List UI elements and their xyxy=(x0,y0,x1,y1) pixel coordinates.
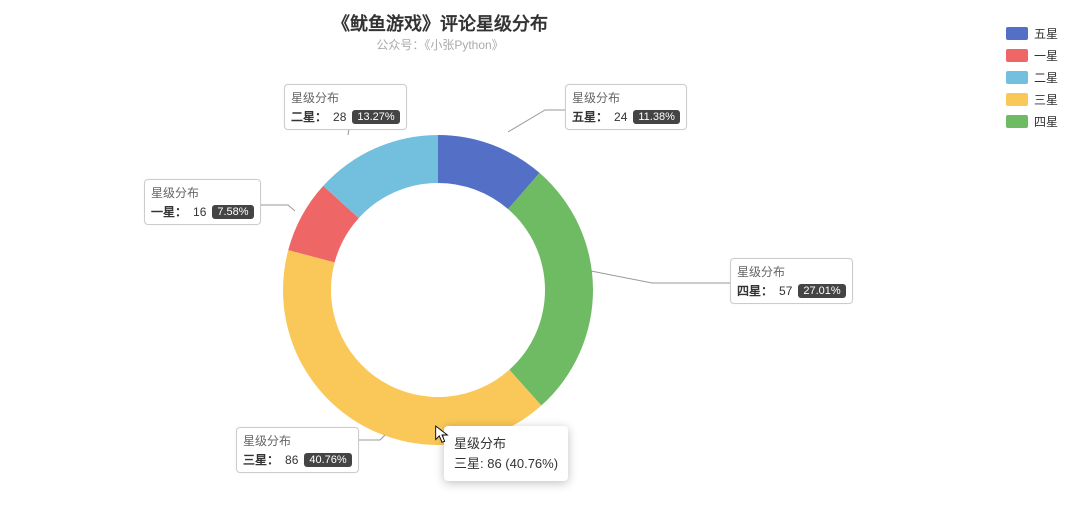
legend-item-two[interactable]: 二星 xyxy=(1006,68,1058,86)
callout-header-one: 星级分布 xyxy=(151,184,254,201)
legend-label-three: 三星 xyxy=(1034,91,1058,108)
callout-percent-four: 27.01% xyxy=(798,284,845,298)
chart-legend: 五星一星二星三星四星 xyxy=(1006,24,1058,134)
tooltip-header: 星级分布 xyxy=(454,434,558,454)
callout-value-three: 86 xyxy=(285,453,298,467)
tooltip-detail: 三星: 86 (40.76%) xyxy=(454,454,558,474)
callout-percent-one: 7.58% xyxy=(212,205,253,219)
legend-swatch-four xyxy=(1006,115,1028,128)
callout-value-four: 57 xyxy=(779,284,792,298)
callout-header-five: 星级分布 xyxy=(572,89,680,106)
legend-item-five[interactable]: 五星 xyxy=(1006,24,1058,42)
callout-two: 星级分布二星： 28 13.27% xyxy=(284,84,407,130)
legend-swatch-five xyxy=(1006,27,1028,40)
donut-slice-four[interactable] xyxy=(508,173,593,406)
donut-slice-three[interactable] xyxy=(283,250,541,445)
legend-item-three[interactable]: 三星 xyxy=(1006,90,1058,108)
legend-swatch-three xyxy=(1006,93,1028,106)
callout-percent-three: 40.76% xyxy=(304,453,351,467)
callout-value-five: 24 xyxy=(614,110,627,124)
callout-label-two: 二星： xyxy=(291,108,327,125)
callout-one: 星级分布一星： 16 7.58% xyxy=(144,179,261,225)
callout-label-five: 五星： xyxy=(572,108,608,125)
leader-four xyxy=(591,271,730,283)
legend-label-five: 五星 xyxy=(1034,25,1058,42)
callout-label-four: 四星： xyxy=(737,282,773,299)
callout-four: 星级分布四星： 57 27.01% xyxy=(730,258,853,304)
legend-item-four[interactable]: 四星 xyxy=(1006,112,1058,130)
callout-percent-two: 13.27% xyxy=(352,110,399,124)
legend-label-one: 一星 xyxy=(1034,47,1058,64)
callout-value-two: 28 xyxy=(333,110,346,124)
callout-label-three: 三星： xyxy=(243,451,279,468)
callout-five: 星级分布五星： 24 11.38% xyxy=(565,84,687,130)
callout-header-four: 星级分布 xyxy=(737,263,846,280)
callout-label-one: 一星： xyxy=(151,203,187,220)
legend-item-one[interactable]: 一星 xyxy=(1006,46,1058,64)
legend-label-four: 四星 xyxy=(1034,113,1058,130)
callout-header-two: 星级分布 xyxy=(291,89,400,106)
chart-tooltip: 星级分布 三星: 86 (40.76%) xyxy=(444,426,568,481)
callout-header-three: 星级分布 xyxy=(243,432,352,449)
legend-label-two: 二星 xyxy=(1034,69,1058,86)
callout-percent-five: 11.38% xyxy=(633,110,680,124)
callout-three: 星级分布三星： 86 40.76% xyxy=(236,427,359,473)
legend-swatch-one xyxy=(1006,49,1028,62)
callout-value-one: 16 xyxy=(193,205,206,219)
legend-swatch-two xyxy=(1006,71,1028,84)
